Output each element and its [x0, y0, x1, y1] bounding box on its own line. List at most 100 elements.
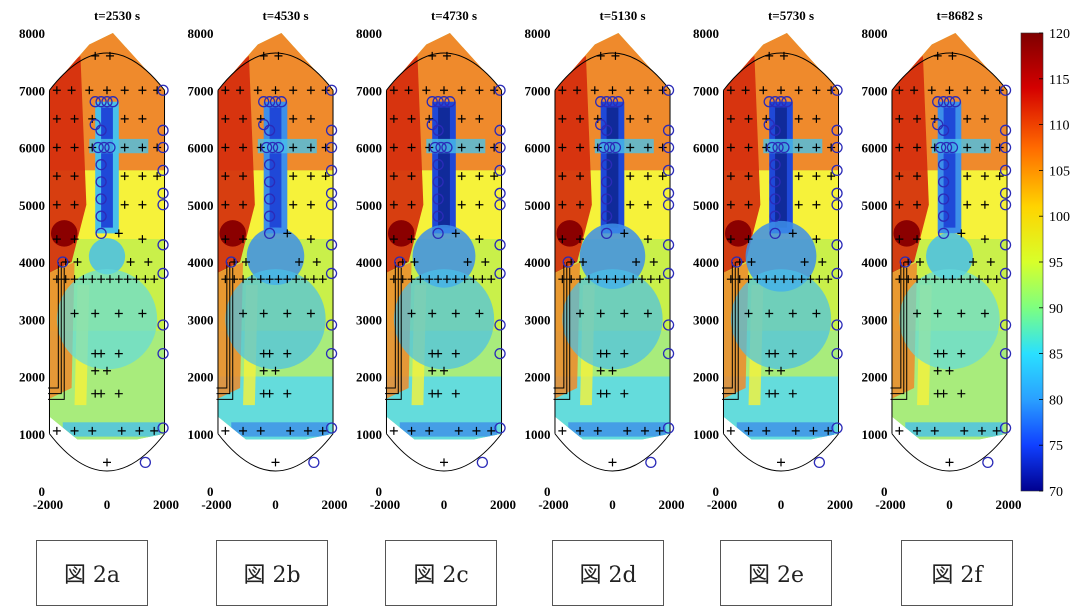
- sensor-circle: [999, 187, 1012, 199]
- thermocouple-marker: [70, 200, 79, 209]
- thermocouple-marker: [259, 51, 268, 60]
- thermocouple-marker: [969, 258, 978, 266]
- thermocouple-marker: [584, 275, 593, 284]
- thermocouple-marker: [91, 366, 100, 375]
- sensor-circle: [600, 96, 613, 108]
- thermocouple-marker: [407, 235, 416, 244]
- sensor-circle: [831, 164, 843, 177]
- thermocouple-marker: [221, 143, 230, 152]
- thermocouple-marker: [809, 426, 818, 435]
- thermocouple-marker: [434, 275, 443, 284]
- thermocouple-marker: [91, 51, 100, 60]
- thermocouple-marker: [788, 389, 797, 398]
- thermocouple-marker: [558, 143, 567, 152]
- thermocouple-marker: [70, 114, 79, 123]
- thermocouple-marker: [247, 275, 256, 284]
- thermocouple-marker: [558, 86, 567, 95]
- thermocouple-marker: [762, 275, 771, 284]
- y-tick-label: 4000: [525, 255, 551, 270]
- y-tick-label: 8000: [525, 26, 551, 41]
- sensor-circle: [831, 319, 843, 331]
- thermocouple-marker: [980, 309, 989, 318]
- thermocouple-marker: [239, 114, 248, 123]
- sensor-circle: [769, 193, 781, 205]
- vessel-outline: [216, 52, 334, 472]
- x-tick-label: 2000: [153, 497, 179, 512]
- sensor-circle: [999, 199, 1012, 211]
- thermocouple-marker: [794, 86, 803, 95]
- sensor-circle: [932, 118, 944, 131]
- thermocouple-marker: [428, 51, 437, 60]
- sensor-circle: [95, 124, 107, 136]
- thermocouple-marker: [788, 349, 797, 358]
- thermocouple-marker: [301, 275, 309, 284]
- y-tick-label: 7000: [356, 83, 382, 98]
- sensor-circle: [157, 141, 169, 154]
- thermocouple-marker: [602, 389, 611, 398]
- thermocouple-marker: [930, 426, 939, 435]
- thermocouple-marker: [895, 200, 904, 209]
- y-tick-label: 0: [713, 484, 720, 499]
- thermocouple-marker: [120, 200, 129, 209]
- sensor-circle: [432, 96, 444, 108]
- thermocouple-marker: [930, 275, 939, 284]
- thermocouple-marker: [457, 114, 466, 123]
- sensor-circle: [258, 96, 270, 108]
- thermocouple-marker: [306, 86, 315, 95]
- thermocouple-marker: [274, 51, 283, 60]
- thermocouple-marker: [913, 114, 922, 123]
- thermocouple-marker: [596, 366, 605, 375]
- vessel-outline: [890, 52, 1008, 472]
- thermocouple-marker: [289, 143, 298, 152]
- sensor-circle: [444, 96, 456, 108]
- thermocouple-marker: [475, 200, 484, 209]
- sensor-circle: [157, 199, 169, 211]
- thermocouple-marker: [913, 200, 922, 209]
- thermocouple-marker: [490, 143, 499, 152]
- thermocouple-marker: [762, 114, 771, 123]
- thermocouple-marker: [948, 51, 957, 60]
- sensor-circle: [494, 422, 506, 434]
- y-tick-label: 3000: [862, 312, 888, 327]
- thermocouple-marker: [221, 426, 230, 435]
- thermocouple-marker: [558, 172, 567, 181]
- sensor-circle: [662, 199, 675, 211]
- thermocouple-marker: [812, 86, 821, 95]
- y-tick-label: 6000: [693, 141, 719, 156]
- figure-caption-6: 図 2f: [901, 540, 1013, 606]
- thermocouple-marker: [70, 172, 79, 181]
- thermocouple-marker: [73, 258, 82, 266]
- thermocouple-marker: [239, 275, 248, 284]
- thermocouple-marker: [579, 258, 587, 266]
- sensor-circle: [104, 141, 116, 154]
- thermocouple-marker: [132, 275, 141, 284]
- thermocouple-marker: [620, 309, 629, 318]
- y-tick-label: 1000: [862, 427, 888, 442]
- sensor-circle: [813, 456, 825, 469]
- thermocouple-marker: [274, 275, 283, 284]
- sensor-circle: [937, 176, 950, 188]
- y-tick-label: 7000: [188, 83, 214, 98]
- thermocouple-marker: [289, 172, 298, 181]
- thermocouple-marker: [150, 426, 159, 435]
- thermocouple-marker: [79, 275, 88, 284]
- thermocouple-marker: [646, 275, 655, 284]
- thermocouple-marker: [239, 172, 248, 181]
- thermocouple-marker: [236, 86, 245, 95]
- sensor-circle: [562, 256, 574, 268]
- thermocouple-marker: [939, 389, 948, 398]
- y-tick-label: 3000: [356, 312, 382, 327]
- x-tick-label: 2000: [322, 497, 348, 512]
- thermocouple-marker: [602, 275, 611, 284]
- sensor-circle: [95, 159, 107, 171]
- panel-title: t=5130 s: [599, 8, 645, 23]
- thermocouple-marker: [744, 172, 753, 181]
- y-tick-label: 5000: [693, 198, 719, 213]
- thermocouple-marker: [611, 275, 620, 284]
- thermocouple-marker: [283, 349, 292, 358]
- sensor-circle: [598, 141, 610, 154]
- sensor-circle: [494, 141, 506, 154]
- sensor-circle: [258, 118, 270, 131]
